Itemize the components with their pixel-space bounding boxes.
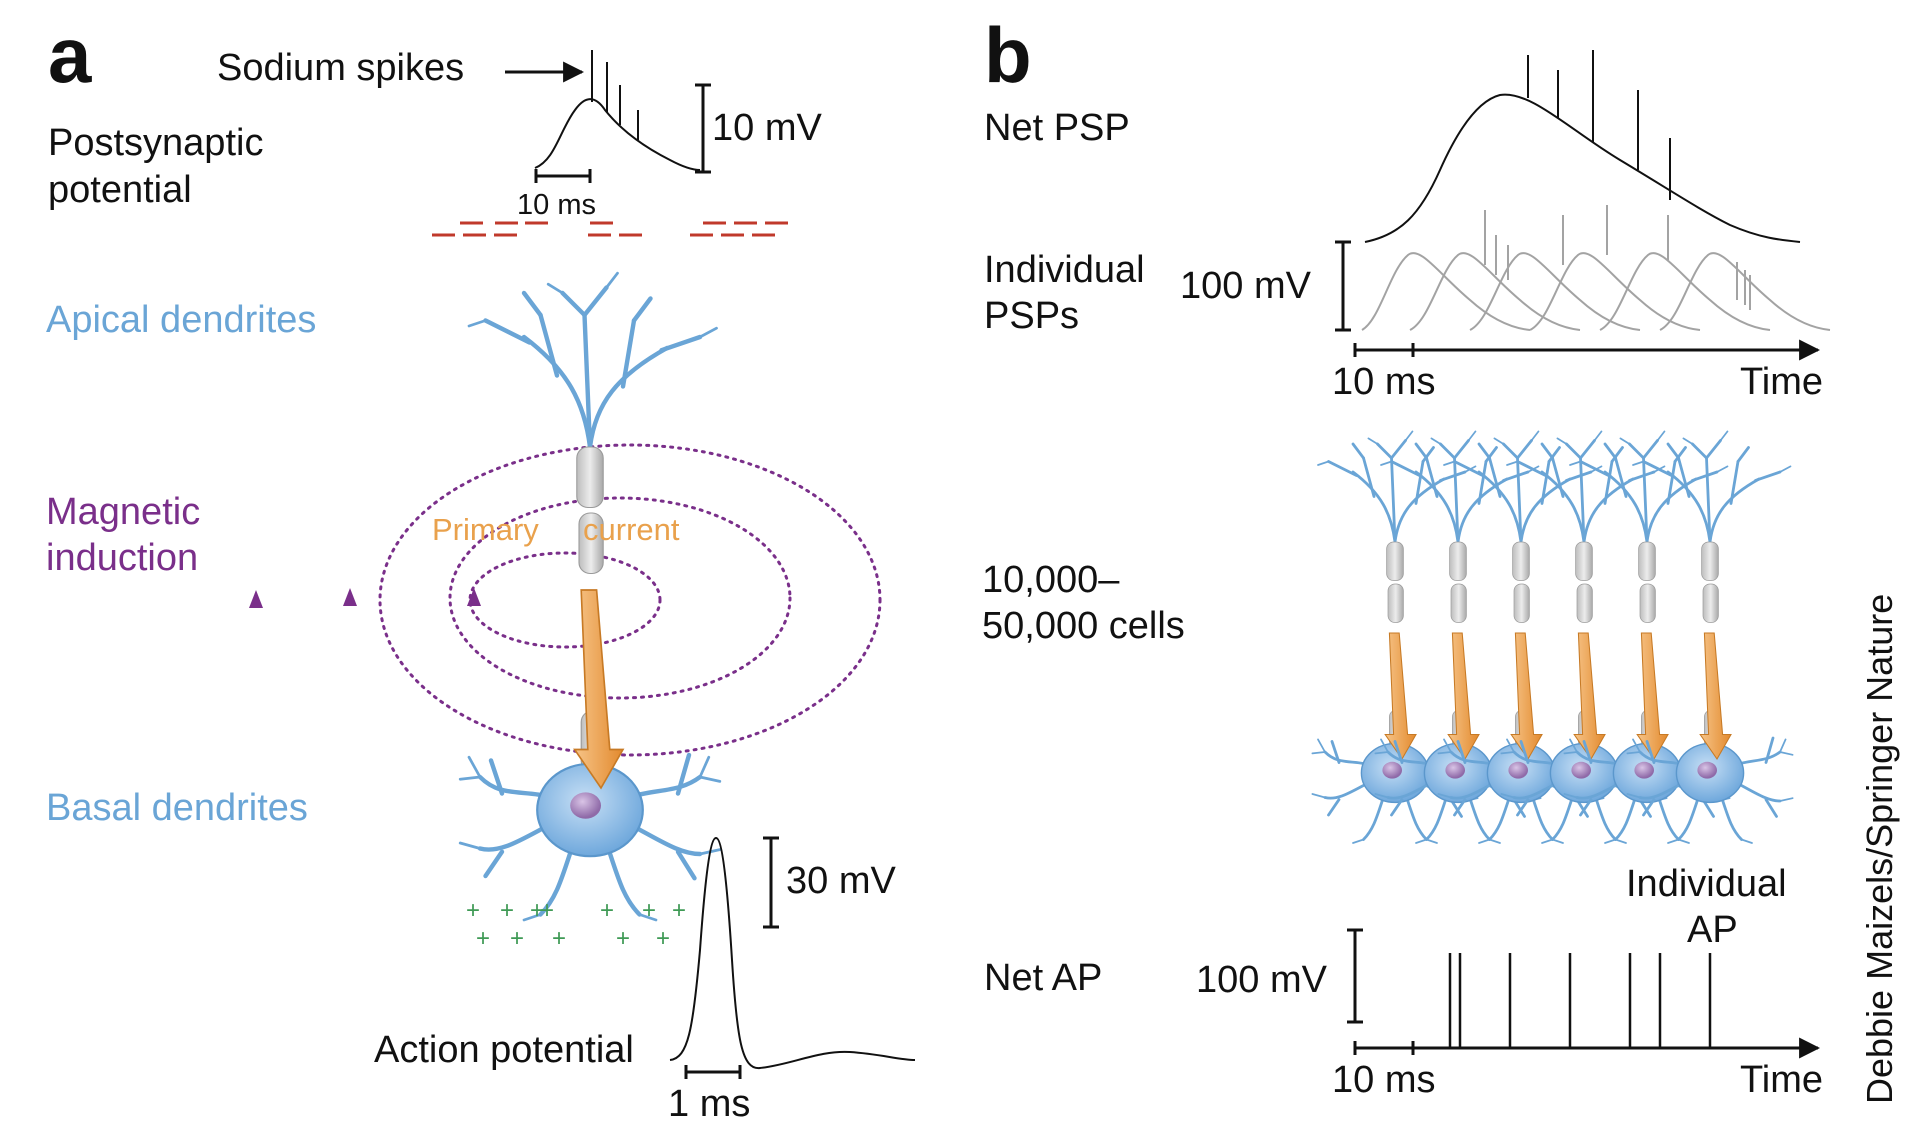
image-credit: Debbie Maizels/Springer Nature: [1859, 594, 1900, 1104]
pyramidal-neuron: [460, 273, 720, 920]
time-bottom-scale-ms: 10 ms: [1332, 1059, 1435, 1101]
ap-scale-bar: [684, 836, 779, 1079]
svg-text:+: +: [600, 897, 614, 924]
svg-text:+: +: [500, 897, 514, 924]
svg-text:+: +: [672, 897, 686, 924]
svg-text:+: +: [530, 897, 544, 924]
magnetic-induction-label-line1: Magnetic: [46, 491, 200, 533]
net-psp-waveform: [1364, 50, 1801, 243]
cells-count-line2: 50,000 cells: [982, 605, 1185, 647]
sodium-spikes-label: Sodium spikes: [217, 47, 464, 89]
magnetic-arrowheads: [249, 588, 481, 608]
ap-b-scale-bar: [1347, 928, 1363, 1024]
svg-text:+: +: [552, 925, 566, 952]
svg-text:+: +: [476, 925, 490, 952]
postsynaptic-label-line1: Postsynaptic: [48, 122, 263, 164]
panel-letter-b: b: [984, 11, 1032, 99]
psp-scale-bar: [534, 83, 711, 183]
time-axis-bottom: [1353, 1037, 1821, 1059]
psp-scale-ms: 10 ms: [517, 189, 596, 221]
net-ap-label: Net AP: [984, 957, 1102, 999]
positive-charges: + + ++ + + + + + + + +: [466, 897, 686, 952]
svg-text:+: +: [540, 897, 554, 924]
psp-b-scale-mv: 100 mV: [1180, 265, 1312, 307]
individual-psps-label-line1: Individual: [984, 249, 1145, 291]
negative-charges: [432, 221, 788, 237]
basal-dendrites-label: Basal dendrites: [46, 787, 308, 829]
individual-psp-waveforms: [1361, 205, 1831, 331]
psp-waveform: [534, 50, 701, 171]
apical-dendrites-label: Apical dendrites: [46, 299, 316, 341]
individual-psps-label-line2: PSPs: [984, 295, 1079, 337]
svg-text:+: +: [466, 897, 480, 924]
psp-scale-mv: 10 mV: [712, 107, 822, 149]
svg-text:+: +: [656, 925, 670, 952]
primary-current-label-2: current: [583, 512, 680, 547]
time-top-label: Time: [1740, 361, 1823, 403]
ap-b-scale-mv: 100 mV: [1196, 959, 1328, 1001]
panel-letter-a: a: [48, 11, 92, 99]
svg-text:+: +: [616, 925, 630, 952]
psp-b-scale-bar: [1335, 240, 1351, 332]
net-psp-label: Net PSP: [984, 107, 1130, 149]
neuron-population: [1311, 429, 1794, 845]
magnetic-induction-loops: [378, 443, 882, 757]
individual-ap-label-line1: Individual: [1626, 863, 1787, 905]
time-axis-top: [1353, 339, 1821, 361]
action-potential-label: Action potential: [374, 1029, 634, 1071]
magnetic-induction-label-line2: induction: [46, 537, 198, 579]
cells-count-line1: 10,000–: [982, 559, 1120, 601]
time-top-scale-ms: 10 ms: [1332, 361, 1435, 403]
ap-scale-ms: 1 ms: [668, 1083, 750, 1125]
svg-text:+: +: [642, 897, 656, 924]
time-bottom-label: Time: [1740, 1059, 1823, 1101]
svg-text:+: +: [510, 925, 524, 952]
net-ap-spikes: [1448, 953, 1712, 1048]
individual-ap-label-line2: AP: [1687, 909, 1738, 951]
postsynaptic-label-line2: potential: [48, 169, 192, 211]
action-potential-waveform: [669, 836, 916, 1070]
primary-current-label-1: Primary: [432, 512, 539, 547]
ap-scale-mv: 30 mV: [786, 860, 896, 902]
